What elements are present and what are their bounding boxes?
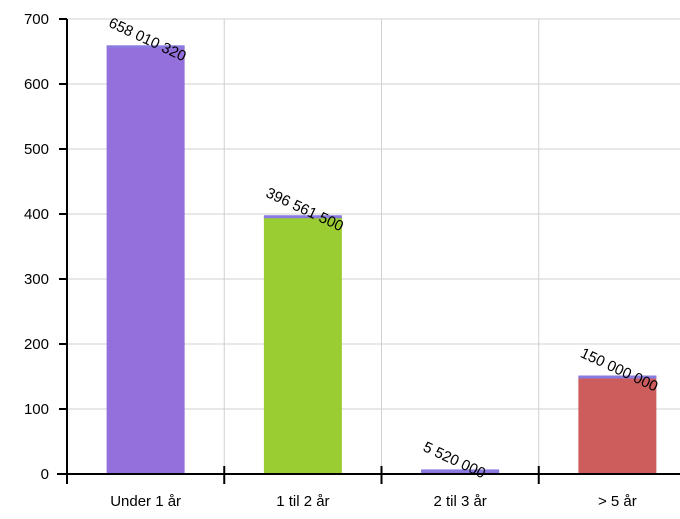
y-tick-label: 100 xyxy=(24,401,49,418)
data-label: 5 520 000 xyxy=(420,439,488,483)
bar xyxy=(578,376,657,474)
y-tick-label: 700 xyxy=(24,11,49,28)
x-tick-label: 1 til 2 år xyxy=(276,493,329,510)
bar xyxy=(263,216,342,474)
bar-top xyxy=(106,45,185,49)
axes xyxy=(57,18,680,484)
bar xyxy=(106,46,185,474)
bar-top xyxy=(263,215,342,219)
x-tick-label: 2 til 3 år xyxy=(433,493,486,510)
bar-top xyxy=(421,469,500,473)
y-tick-label: 0 xyxy=(41,466,49,483)
bars xyxy=(106,45,657,474)
x-tick-label: > 5 år xyxy=(598,493,637,510)
y-tick-label: 200 xyxy=(24,336,49,353)
y-tick-label: 400 xyxy=(24,206,49,223)
x-tick-label: Under 1 år xyxy=(110,493,181,510)
y-tick-label: 300 xyxy=(24,271,49,288)
y-tick-label: 500 xyxy=(24,141,49,158)
bar-top xyxy=(578,375,657,379)
y-tick-label: 600 xyxy=(24,76,49,93)
